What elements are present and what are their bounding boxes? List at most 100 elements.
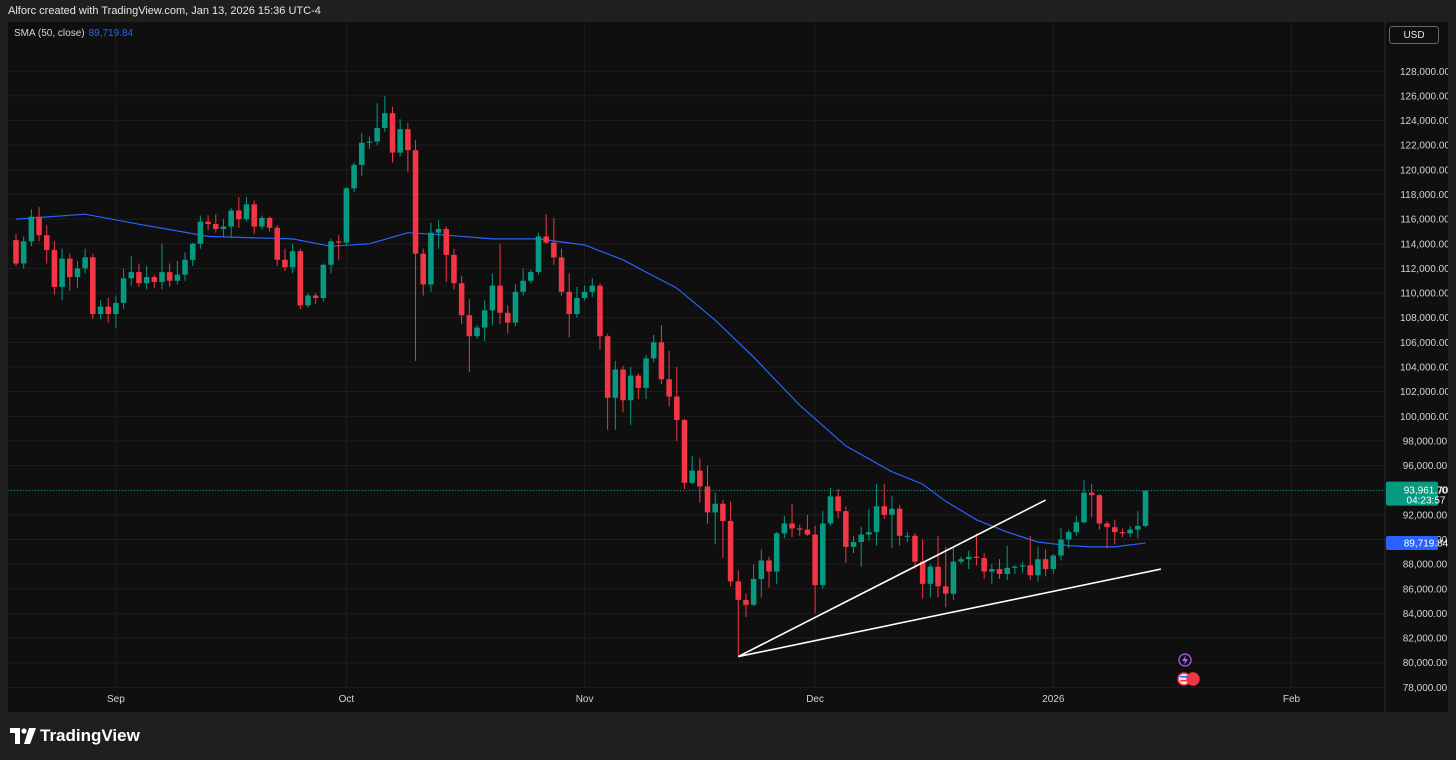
candle[interactable] bbox=[904, 532, 911, 542]
candle[interactable] bbox=[574, 286, 580, 318]
candle[interactable] bbox=[620, 365, 626, 413]
candle[interactable] bbox=[935, 535, 941, 598]
candle[interactable] bbox=[405, 123, 411, 173]
candle[interactable] bbox=[397, 119, 403, 157]
candle[interactable] bbox=[136, 263, 142, 287]
candle[interactable] bbox=[528, 269, 534, 284]
candle[interactable] bbox=[458, 275, 465, 324]
candle[interactable] bbox=[589, 278, 596, 297]
candle[interactable] bbox=[1004, 545, 1010, 581]
candle[interactable] bbox=[981, 553, 987, 579]
candle[interactable] bbox=[581, 285, 588, 301]
candle[interactable] bbox=[82, 248, 88, 274]
candle[interactable] bbox=[597, 283, 603, 350]
candle[interactable] bbox=[320, 263, 327, 302]
candle[interactable] bbox=[1127, 525, 1133, 538]
candle[interactable] bbox=[251, 200, 257, 234]
candle[interactable] bbox=[1096, 493, 1103, 530]
trendline[interactable] bbox=[738, 568, 1162, 658]
candle[interactable] bbox=[727, 501, 734, 587]
candle[interactable] bbox=[827, 487, 834, 526]
candle[interactable] bbox=[166, 263, 173, 287]
candle[interactable] bbox=[159, 243, 165, 290]
candle[interactable] bbox=[796, 524, 803, 536]
candle[interactable] bbox=[804, 514, 811, 536]
candle[interactable] bbox=[743, 593, 749, 618]
candle[interactable] bbox=[243, 196, 250, 222]
candle[interactable] bbox=[474, 325, 480, 339]
candle[interactable] bbox=[1019, 561, 1026, 573]
chart-area[interactable]: 78,000.00 80,000.00 82,000.00 84,000.00 86,0… bbox=[8, 22, 1448, 712]
candle[interactable] bbox=[697, 458, 703, 503]
trendline[interactable] bbox=[737, 499, 1046, 658]
candle[interactable] bbox=[520, 268, 526, 296]
candle[interactable] bbox=[812, 525, 818, 614]
candle[interactable] bbox=[282, 248, 288, 271]
candle[interactable] bbox=[958, 556, 964, 565]
candle[interactable] bbox=[1142, 490, 1149, 528]
candle[interactable] bbox=[220, 219, 227, 237]
us-flag-event-icon-2[interactable] bbox=[1186, 672, 1200, 686]
candle[interactable] bbox=[1088, 484, 1095, 518]
candle[interactable] bbox=[750, 564, 757, 607]
candle[interactable] bbox=[466, 299, 473, 372]
candle[interactable] bbox=[28, 209, 35, 247]
candle[interactable] bbox=[497, 243, 503, 324]
candle[interactable] bbox=[297, 248, 304, 310]
candle[interactable] bbox=[996, 559, 1003, 579]
candle[interactable] bbox=[543, 214, 549, 244]
candle[interactable] bbox=[51, 241, 58, 295]
candle[interactable] bbox=[704, 465, 711, 524]
candle[interactable] bbox=[535, 232, 542, 275]
candle[interactable] bbox=[1050, 554, 1057, 574]
candle[interactable] bbox=[858, 527, 864, 567]
candle[interactable] bbox=[766, 556, 772, 588]
candle[interactable] bbox=[67, 253, 73, 291]
candle[interactable] bbox=[274, 225, 281, 266]
candle[interactable] bbox=[335, 235, 342, 260]
candle[interactable] bbox=[627, 367, 634, 425]
candle[interactable] bbox=[289, 243, 296, 274]
candle[interactable] bbox=[228, 208, 234, 238]
candle[interactable] bbox=[712, 492, 718, 545]
candle[interactable] bbox=[351, 162, 357, 193]
candle[interactable] bbox=[305, 293, 311, 308]
candle[interactable] bbox=[666, 350, 672, 407]
candle[interactable] bbox=[927, 564, 934, 598]
candle[interactable] bbox=[113, 295, 119, 328]
candle[interactable] bbox=[182, 252, 188, 281]
candle[interactable] bbox=[889, 496, 895, 549]
candle[interactable] bbox=[105, 298, 111, 323]
candle[interactable] bbox=[358, 132, 365, 177]
candle[interactable] bbox=[681, 418, 688, 489]
candle[interactable] bbox=[643, 354, 649, 400]
candle[interactable] bbox=[197, 215, 204, 249]
candle[interactable] bbox=[989, 564, 995, 584]
candle[interactable] bbox=[236, 196, 242, 228]
candle[interactable] bbox=[443, 226, 450, 282]
candle[interactable] bbox=[781, 516, 788, 539]
candle[interactable] bbox=[873, 484, 880, 546]
candle[interactable] bbox=[1104, 521, 1110, 549]
lightning-event-icon[interactable] bbox=[1178, 653, 1192, 667]
candle[interactable] bbox=[558, 248, 565, 296]
candle[interactable] bbox=[566, 273, 572, 338]
candle[interactable] bbox=[435, 220, 442, 249]
candle[interactable] bbox=[1111, 519, 1118, 545]
candle[interactable] bbox=[912, 533, 918, 570]
candle[interactable] bbox=[205, 215, 211, 231]
candle[interactable] bbox=[451, 248, 457, 290]
candle[interactable] bbox=[74, 261, 81, 289]
candle[interactable] bbox=[635, 373, 642, 400]
candle[interactable] bbox=[512, 284, 519, 327]
candle[interactable] bbox=[143, 265, 150, 290]
candle[interactable] bbox=[604, 333, 611, 430]
candle[interactable] bbox=[213, 214, 219, 233]
candle[interactable] bbox=[1058, 528, 1064, 561]
candle[interactable] bbox=[151, 274, 158, 289]
candle[interactable] bbox=[1042, 549, 1049, 577]
candle[interactable] bbox=[420, 248, 426, 296]
candle[interactable] bbox=[382, 95, 388, 132]
candle[interactable] bbox=[919, 539, 926, 599]
candle[interactable] bbox=[389, 107, 396, 163]
